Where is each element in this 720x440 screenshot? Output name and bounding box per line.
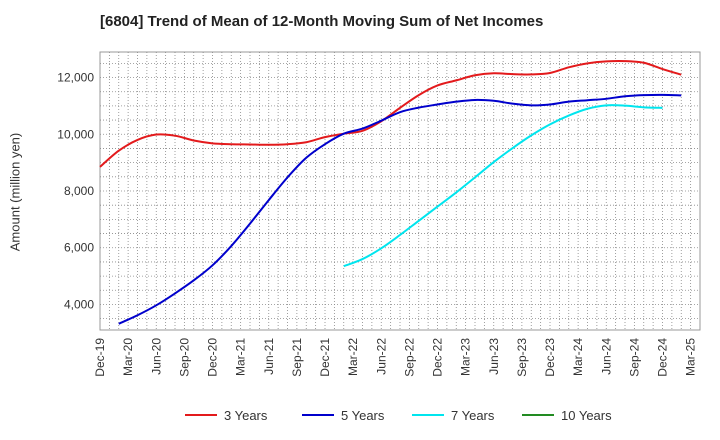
x-tick-label: Mar-23 xyxy=(459,338,473,376)
legend-label: 3 Years xyxy=(224,408,268,423)
grid-lines xyxy=(100,52,700,330)
x-tick-label: Dec-21 xyxy=(318,338,332,377)
x-tick-label: Dec-24 xyxy=(656,338,670,377)
x-tick-label: Mar-25 xyxy=(684,338,698,376)
series-line-5-years xyxy=(118,93,682,325)
x-tick-label: Jun-23 xyxy=(487,338,501,375)
x-tick-label: Dec-19 xyxy=(93,338,107,377)
x-tick-label: Mar-21 xyxy=(234,338,248,376)
y-tick-label: 10,000 xyxy=(57,127,94,141)
x-tick-label: Sep-21 xyxy=(290,338,304,377)
x-tick-label: Jun-20 xyxy=(149,338,163,375)
x-tick-label: Sep-24 xyxy=(627,338,641,377)
x-tick-label: Sep-20 xyxy=(177,338,191,377)
series-layer xyxy=(99,59,682,325)
x-tick-label: Sep-22 xyxy=(402,338,416,377)
x-tick-label: Dec-22 xyxy=(431,338,445,377)
legend-label: 10 Years xyxy=(561,408,612,423)
x-tick-label: Jun-22 xyxy=(374,338,388,375)
x-tick-label: Jun-21 xyxy=(262,338,276,375)
x-tick-label: Jun-24 xyxy=(599,338,613,375)
axis-tick-labels: 4,000 6,000 8,000 10,000 12,000 Dec-19 Mar-20 J… xyxy=(57,71,697,377)
legend-label: 5 Years xyxy=(341,408,385,423)
y-tick-label: 4,000 xyxy=(64,297,94,311)
series-line-3-years xyxy=(99,59,682,168)
x-tick-label: Mar-24 xyxy=(571,338,585,376)
y-tick-label: 12,000 xyxy=(57,71,94,85)
y-tick-label: 6,000 xyxy=(64,241,94,255)
x-tick-label: Mar-20 xyxy=(121,338,135,376)
x-tick-label: Dec-23 xyxy=(543,338,557,377)
legend: 3 Years 5 Years 7 Years 10 Years xyxy=(185,408,612,423)
x-tick-label: Sep-23 xyxy=(515,338,529,377)
legend-label: 7 Years xyxy=(451,408,495,423)
y-tick-label: 8,000 xyxy=(64,184,94,198)
x-tick-label: Dec-20 xyxy=(206,338,220,377)
series-line-7-years xyxy=(343,104,663,268)
x-tick-label: Mar-22 xyxy=(346,338,360,376)
chart-title: [6804] Trend of Mean of 12-Month Moving … xyxy=(100,13,544,30)
